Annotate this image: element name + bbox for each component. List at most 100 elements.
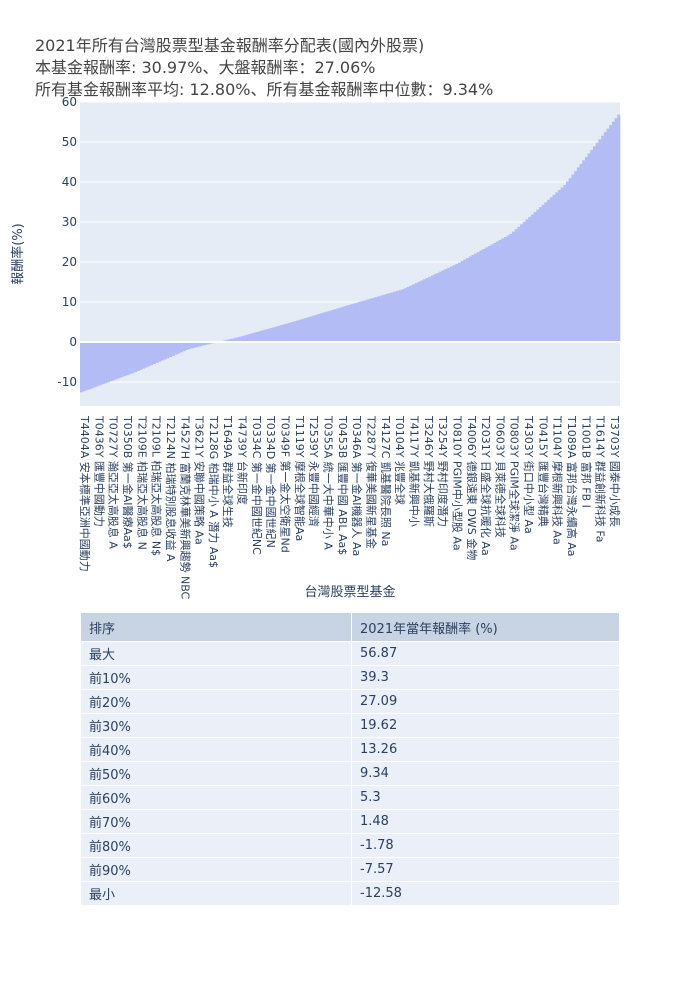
x-tick-label: T0415Y 匯豐台灣精典 [536,415,550,527]
bar [252,332,256,342]
bar [541,204,545,342]
bar [460,260,464,342]
table-row: 前90% -7.57 [80,857,620,882]
bar [533,212,537,342]
bar [468,256,472,342]
table-cell-rank: 前70% [80,809,352,834]
bar [201,342,205,346]
bar [233,337,237,342]
x-tick-label: T2109L 柏瑞亞太高股息 N$ [150,415,164,556]
table-row: 最小 -12.58 [80,881,620,906]
bar [185,342,189,351]
x-tick-label: T4117Y 凱基新興中小 [407,415,421,527]
bar [134,342,137,373]
x-tick-label: T3254Y 野村印度潛力 [436,415,450,527]
bar [414,283,418,342]
bar [506,235,510,342]
bar [317,313,321,342]
bar [463,259,467,342]
bar [490,244,494,342]
bar [112,342,116,381]
bar [339,307,343,342]
x-tick-label: T4006Y 德銀遠東 DWS 金物 [465,415,479,560]
bar [512,231,515,342]
bar [358,301,362,342]
bar [514,229,518,342]
x-tick-label: T2539Y 永豐中國經濟 [307,415,321,527]
bar [568,178,572,342]
x-tick-label: T2109E 柏瑞亞太高股息 N [135,415,149,550]
bar [123,342,127,377]
x-tick-label: T0334D 第一金中國世紀N [264,415,278,548]
bar [206,342,210,345]
x-tick-label: T0727Y 瀚亞亞太高股息 A [107,415,121,549]
table-cell-value: 27.09 [351,689,620,714]
bar [549,197,553,342]
bar [120,342,124,378]
bar [306,317,310,342]
bar [271,327,275,342]
x-tick-label: T0334C 第一金中國世紀NC [250,415,264,555]
bar [171,342,175,356]
bar [328,310,332,342]
bar [285,323,289,342]
bar [242,335,245,342]
bar [579,163,583,342]
table-cell-rank: 前80% [80,833,352,858]
bar [466,257,470,342]
x-tick-label: T1119Y 摩根全球智能Aa [293,415,307,541]
bar [336,308,340,342]
y-axis-label: 報酬率(%) [10,223,26,285]
bar [433,274,437,342]
bar [609,125,613,342]
x-tick-label: T2124N 柏瑞特別股息收益 A [164,415,178,562]
bar [147,342,151,367]
bar [593,146,596,342]
bar [258,331,262,342]
x-tick-label: T4527H 富蘭克林華美新興趨勢 NBC [178,415,192,600]
x-tick-label: T0349F 第一金太空衛星Nd [279,415,293,553]
bar [447,267,451,342]
bar [228,339,232,342]
x-tick-label: T0355A 統一大中華中小 A [322,415,336,550]
chart-titles: 2021年所有台灣股票型基金報酬率分配表(國內外股票) 本基金報酬率: 30.9… [35,35,493,101]
table-cell-value: 56.87 [351,641,620,666]
bar [161,342,164,361]
table-cell-rank: 前90% [80,857,352,882]
table-cell-value: 19.62 [351,713,620,738]
x-tick-label: T4303Y 街口中小型 Aa [522,415,536,534]
bar [406,286,410,342]
bar [80,342,83,393]
x-tick-label: T0803Y PGIM全球潔淨 Aa [508,415,522,551]
bar [431,275,434,342]
bar [128,342,132,375]
chart-title: 2021年所有台灣股票型基金報酬率分配表(國內外股票) [35,36,425,55]
x-tick-label: T0104Y 兆豐全球 [393,415,407,505]
x-tick-label: T2287Y 復華美國新星基金 [364,415,378,549]
x-tick-label: T0453B 匯豐中國 ABL Aa$ [336,415,349,555]
bar [196,342,200,348]
table-cell-rank: 前40% [80,737,352,762]
bar [309,316,313,342]
bar [371,297,375,342]
bar [174,342,178,355]
table-row: 最大 56.87 [80,641,620,666]
bar [266,328,270,342]
bar [382,294,386,342]
bar [341,306,345,342]
bar [301,318,305,342]
bar [279,325,283,342]
bar [390,292,394,342]
bar [355,302,359,342]
bar [595,142,599,342]
x-tick-label: T1614Y 群益創新科技 Fa [594,415,608,542]
x-tick-label: T0346A 第一金AI機器人 Aa [350,415,364,556]
bar [455,263,459,342]
bar [360,301,364,342]
table-cell-rank: 前20% [80,689,352,714]
bar [487,245,491,342]
y-tick-label: 60 [62,95,77,109]
table-row: 前30% 19.62 [80,713,620,738]
bar [260,330,264,342]
bar [517,226,521,342]
